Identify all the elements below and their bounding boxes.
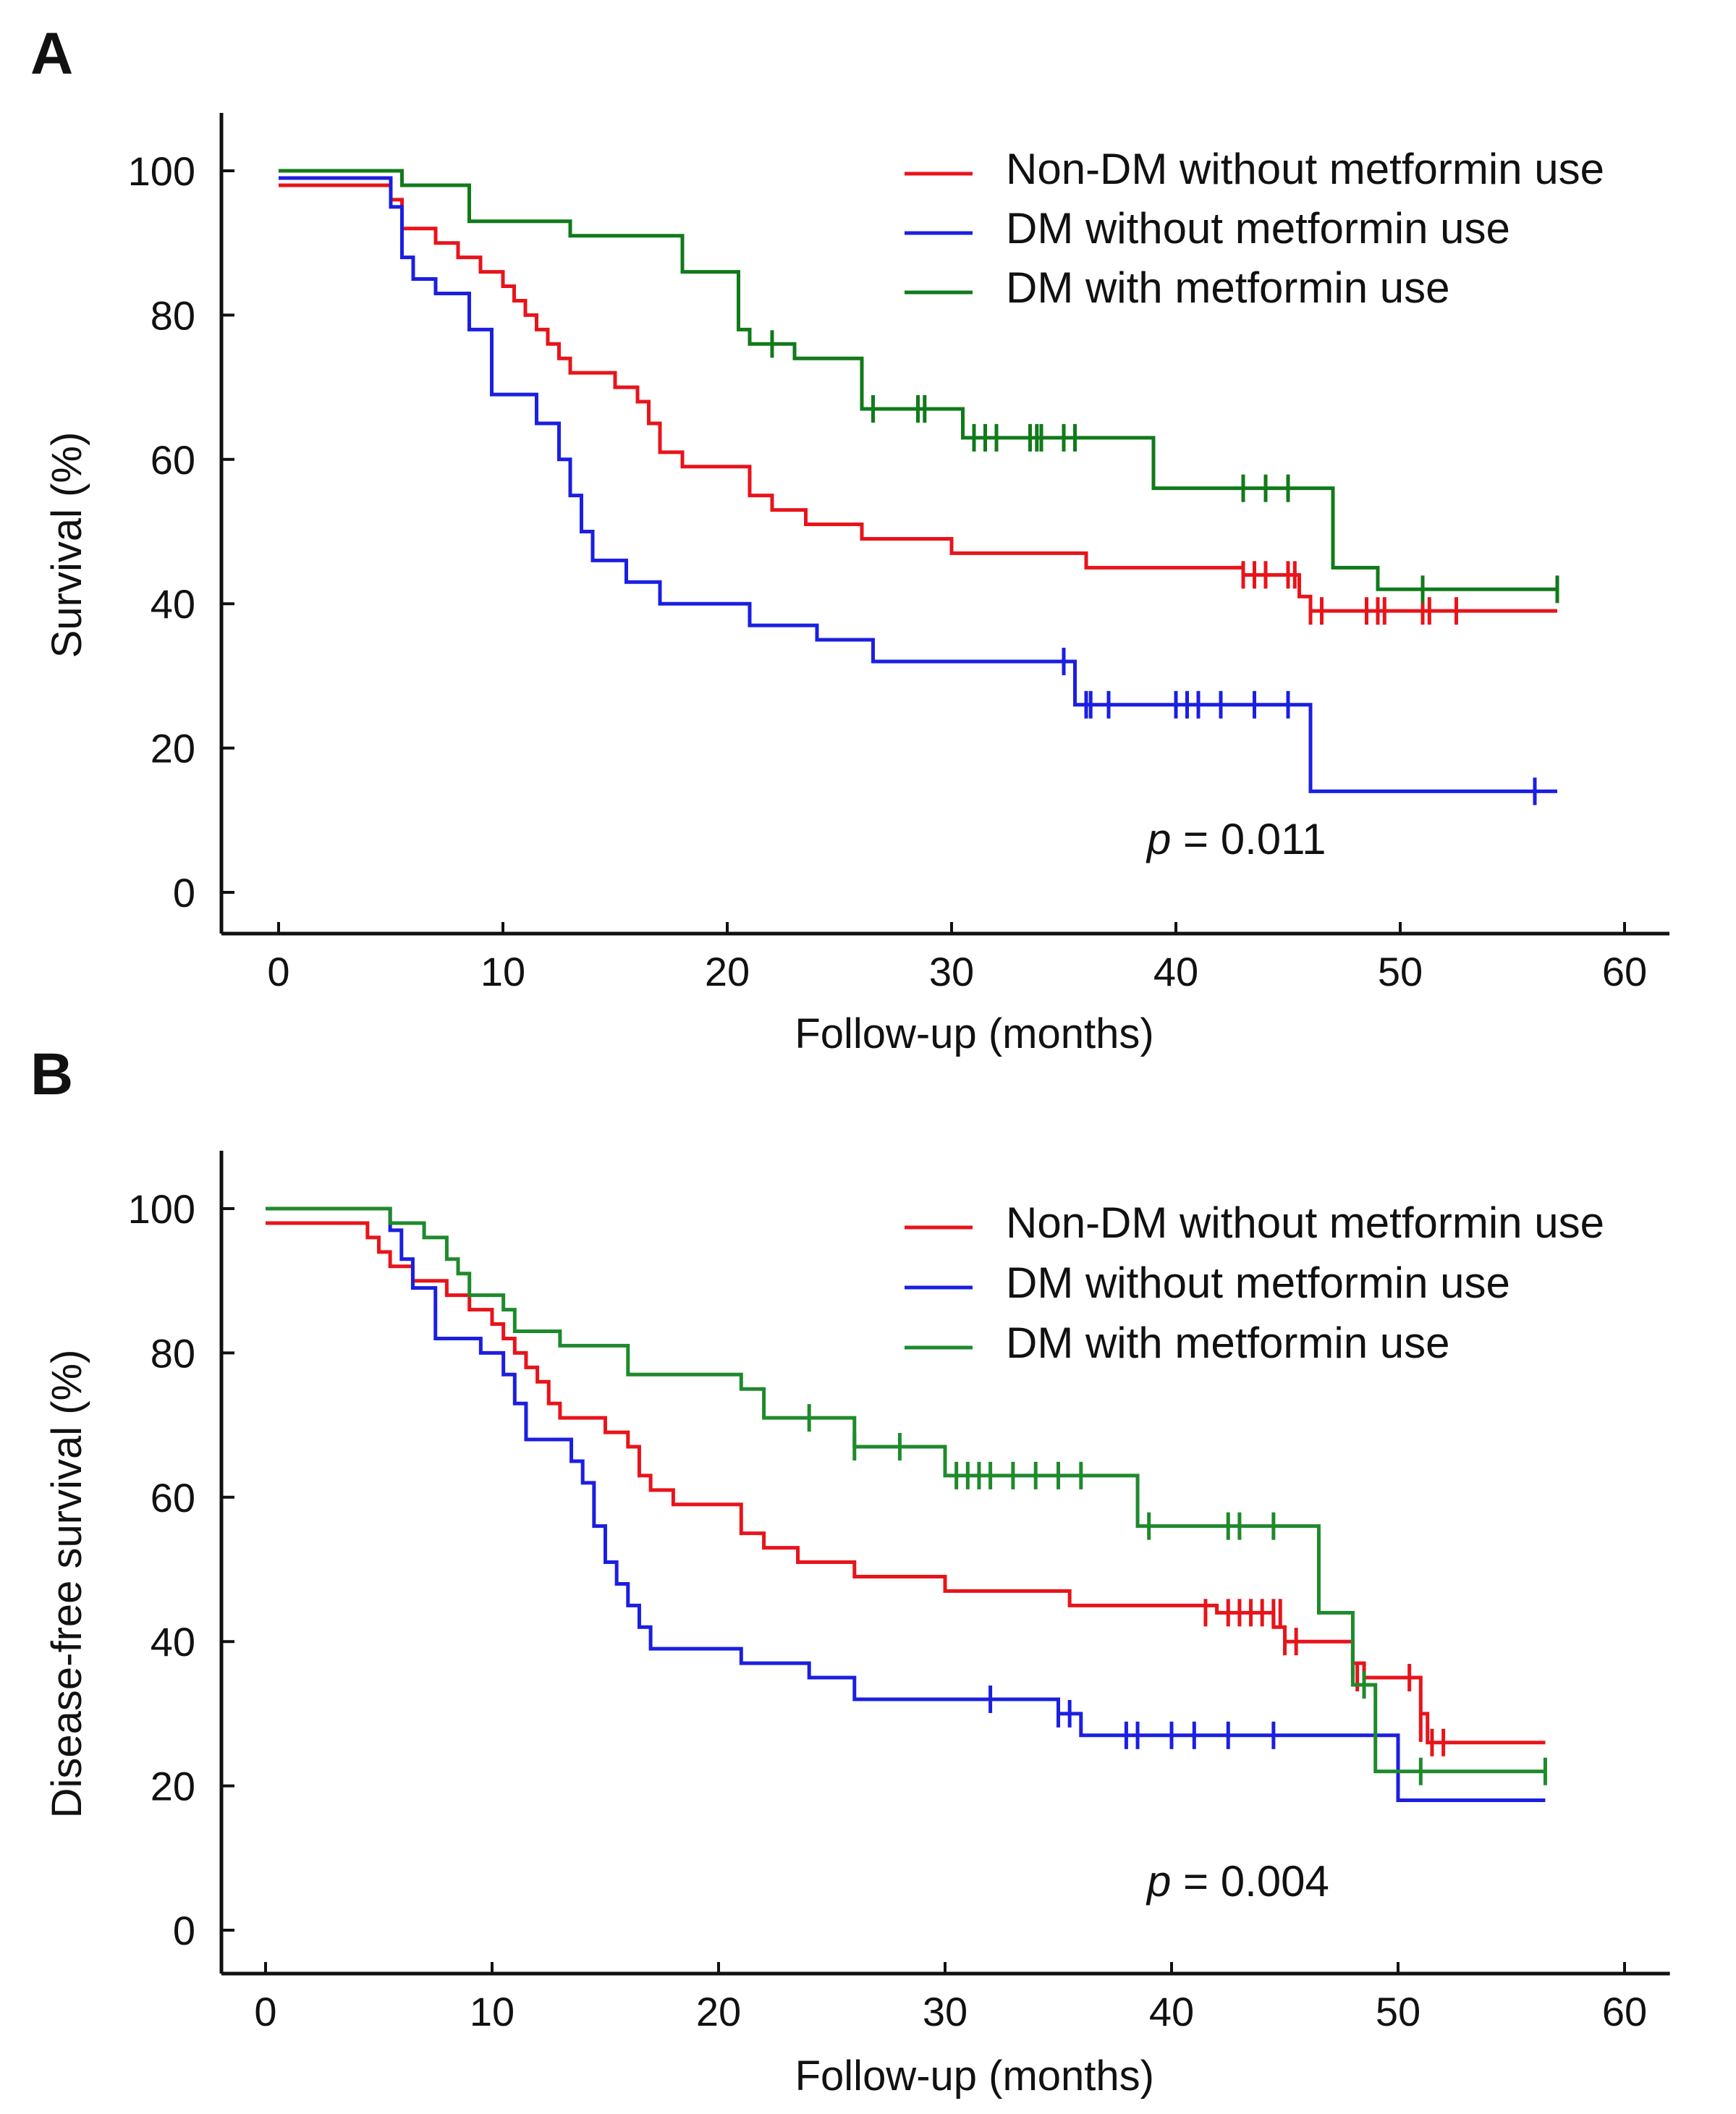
x-tick-label: 50 — [1376, 1989, 1420, 2034]
y-axis-label: Disease-free survival (%) — [43, 1350, 90, 1819]
x-tick-label: 30 — [923, 1989, 967, 2034]
x-tick-label: 40 — [1153, 949, 1198, 994]
y-tick-label: 60 — [151, 1475, 195, 1521]
x-tick-label: 10 — [480, 949, 525, 994]
y-tick-label: 20 — [151, 726, 195, 771]
p-value: p = 0.011 — [1146, 815, 1326, 863]
y-tick-label: 40 — [151, 1619, 195, 1665]
x-tick-label: 50 — [1378, 949, 1423, 994]
panel-letter: B — [30, 1041, 73, 1107]
series-line — [266, 1206, 1546, 1774]
x-tick-label: 0 — [267, 949, 289, 994]
p-value-text: = 0.004 — [1171, 1857, 1329, 1906]
legend-label: DM without metformin use — [1006, 1259, 1510, 1307]
x-tick-label: 20 — [705, 949, 750, 994]
legend-label: DM with metformin use — [1006, 1319, 1449, 1367]
x-tick-label: 60 — [1602, 949, 1647, 994]
x-axis-label: Follow-up (months) — [795, 1010, 1153, 1057]
x-tick-label: 20 — [696, 1989, 741, 2034]
p-value-text: = 0.011 — [1171, 815, 1326, 863]
x-tick-label: 30 — [929, 949, 974, 994]
y-tick-label: 0 — [173, 1908, 195, 1953]
y-tick-label: 20 — [151, 1764, 195, 1809]
y-tick-label: 40 — [151, 581, 195, 627]
p-value: p = 0.004 — [1146, 1857, 1329, 1906]
legend-label: Non-DM without metformin use — [1006, 1198, 1604, 1247]
y-tick-label: 60 — [151, 437, 195, 483]
series-line — [279, 176, 1557, 793]
panel-b: B 0 20 40 60 80 100 0 10 20 30 40 50 60 Follow-up (mon… — [30, 1041, 1670, 2100]
y-tick-label: 80 — [151, 292, 195, 338]
series-line — [266, 1221, 1546, 1745]
series-line — [266, 1206, 1546, 1803]
x-tick-label: 0 — [254, 1989, 276, 2034]
x-tick-label: 40 — [1149, 1989, 1194, 2034]
x-tick-label: 10 — [470, 1989, 515, 2034]
p-value-symbol: p — [1146, 815, 1171, 863]
x-tick-label: 60 — [1602, 1989, 1647, 2034]
x-axis-label: Follow-up (months) — [795, 2052, 1154, 2100]
panel-letter: A — [30, 21, 73, 87]
y-tick-label: 80 — [151, 1330, 195, 1376]
y-axis-label: Survival (%) — [43, 432, 90, 659]
p-value-symbol: p — [1146, 1857, 1171, 1906]
y-tick-label: 100 — [128, 1186, 195, 1232]
legend-label: Non-DM without metformin use — [1006, 145, 1604, 193]
series-line — [279, 183, 1557, 613]
legend-label: DM with metformin use — [1006, 263, 1449, 312]
panel-a: A 0 20 40 60 80 100 0 10 20 30 40 50 60 Follow-up (mon… — [30, 21, 1669, 1057]
y-tick-label: 100 — [128, 148, 195, 194]
y-tick-label: 0 — [173, 870, 195, 916]
legend-label: DM without metformin use — [1006, 204, 1510, 253]
